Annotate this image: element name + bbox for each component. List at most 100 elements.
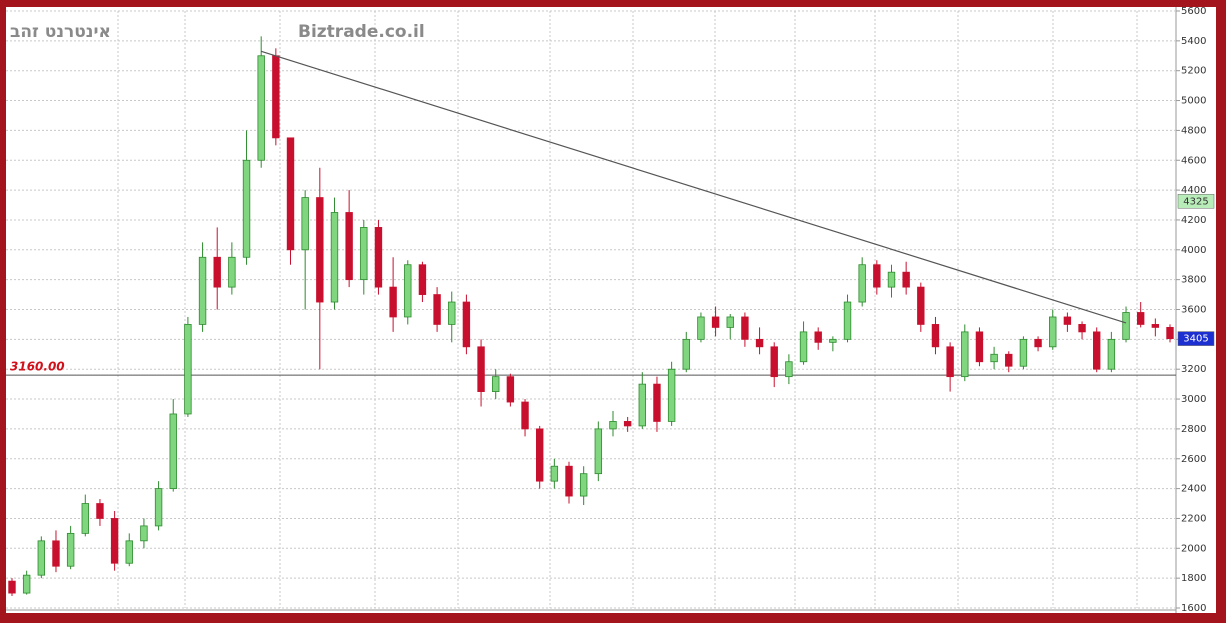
candle-body (169, 413, 177, 490)
candle-body (228, 256, 236, 288)
candle-body (389, 286, 397, 318)
candle-body (755, 338, 764, 348)
y-tick-label: 5000 (1181, 96, 1206, 107)
candle-body (257, 55, 265, 161)
candle-body (1063, 316, 1072, 325)
candle-body (81, 503, 89, 534)
candle-body (550, 465, 559, 482)
candle-body (990, 353, 998, 363)
candle-body (345, 212, 353, 281)
candle-body (154, 488, 163, 527)
candle-body (565, 465, 573, 497)
candle-body (404, 264, 412, 318)
candle-body (360, 227, 368, 281)
candle-body (66, 532, 75, 567)
candle-body (535, 428, 544, 482)
candle-body (316, 197, 324, 303)
candle-body (433, 294, 441, 325)
candle-body (902, 271, 910, 288)
candle-body (931, 324, 940, 348)
y-tick-label: 5200 (1181, 66, 1206, 77)
candle-body (858, 264, 866, 303)
candle-body (653, 383, 661, 422)
candle-body (22, 574, 31, 594)
candle-body (785, 361, 793, 378)
candle-body (1078, 324, 1086, 333)
candle-body (711, 316, 720, 328)
candle-body (726, 316, 734, 328)
candle-body (682, 338, 690, 370)
candle-body (594, 428, 603, 475)
candle-body (667, 368, 676, 422)
candle-body (110, 518, 119, 564)
candle-body (1093, 331, 1101, 370)
candle-body (1136, 312, 1145, 325)
candle-body (843, 301, 852, 340)
y-tick-label: 4000 (1181, 245, 1206, 256)
candle-body (579, 473, 588, 497)
y-tick-label: 2800 (1181, 424, 1206, 435)
candle-body (1122, 312, 1130, 340)
candle-body (330, 212, 339, 303)
price-marker (1177, 194, 1215, 209)
candle-body (829, 338, 837, 343)
y-tick-label: 2000 (1181, 543, 1206, 554)
candle-body (638, 383, 647, 427)
candle-body (418, 264, 427, 295)
trend-line (261, 50, 1127, 324)
chart-title: Biztrade.co.il (298, 22, 425, 42)
candle-body (8, 580, 16, 594)
y-tick-label: 4400 (1181, 185, 1206, 196)
y-tick-label: 4600 (1181, 155, 1206, 166)
candle-body (140, 525, 148, 542)
y-tick-label: 2600 (1181, 454, 1206, 465)
y-tick-label: 2200 (1181, 513, 1206, 524)
y-tick-label: 3000 (1181, 394, 1206, 405)
y-tick-label: 4800 (1181, 125, 1206, 136)
candle-body (521, 401, 529, 430)
candle-body (887, 271, 896, 288)
candle-body (770, 346, 778, 378)
candle-body (741, 316, 749, 340)
price-marker (1177, 331, 1215, 346)
candle-body (492, 376, 500, 392)
candle-body (477, 346, 485, 392)
candle-body (1019, 338, 1028, 367)
candle-body (623, 421, 632, 427)
candle-body (37, 540, 46, 576)
candle-body (961, 331, 969, 378)
candle-body (1049, 316, 1057, 348)
candle-body (1005, 353, 1013, 367)
candle-body (799, 331, 808, 363)
candle-body (242, 159, 251, 258)
candle-body (184, 324, 192, 415)
candle-body (462, 301, 471, 348)
candle-body (52, 540, 60, 567)
candle-body (1107, 338, 1116, 370)
horizontal-line-label: 3160.00 (10, 360, 65, 374)
y-tick-label: 5400 (1181, 36, 1206, 47)
price-marker-label: 4325 (1183, 196, 1208, 207)
candle-body (975, 331, 984, 363)
y-tick-label: 1800 (1181, 573, 1206, 584)
y-tick-label: 2400 (1181, 484, 1206, 495)
candle-body (374, 227, 383, 288)
y-tick-label: 4200 (1181, 215, 1206, 226)
candle-body (609, 421, 617, 430)
candle-body (301, 197, 309, 251)
y-tick-label: 5600 (1181, 6, 1206, 17)
candle-body (873, 264, 881, 288)
candle-body (125, 540, 133, 564)
candle-body (286, 137, 295, 251)
candle-body (1166, 327, 1174, 340)
price-marker-label: 3405 (1183, 334, 1208, 345)
candle-body (1151, 324, 1160, 328)
candle-body (917, 286, 925, 325)
candle-body (814, 331, 822, 343)
y-tick-label: 1600 (1181, 603, 1206, 614)
candle-body (448, 301, 456, 325)
x-grid (117, 11, 1138, 608)
candle-body (213, 256, 221, 288)
candle-body (272, 55, 280, 139)
candle-body (1034, 338, 1042, 348)
